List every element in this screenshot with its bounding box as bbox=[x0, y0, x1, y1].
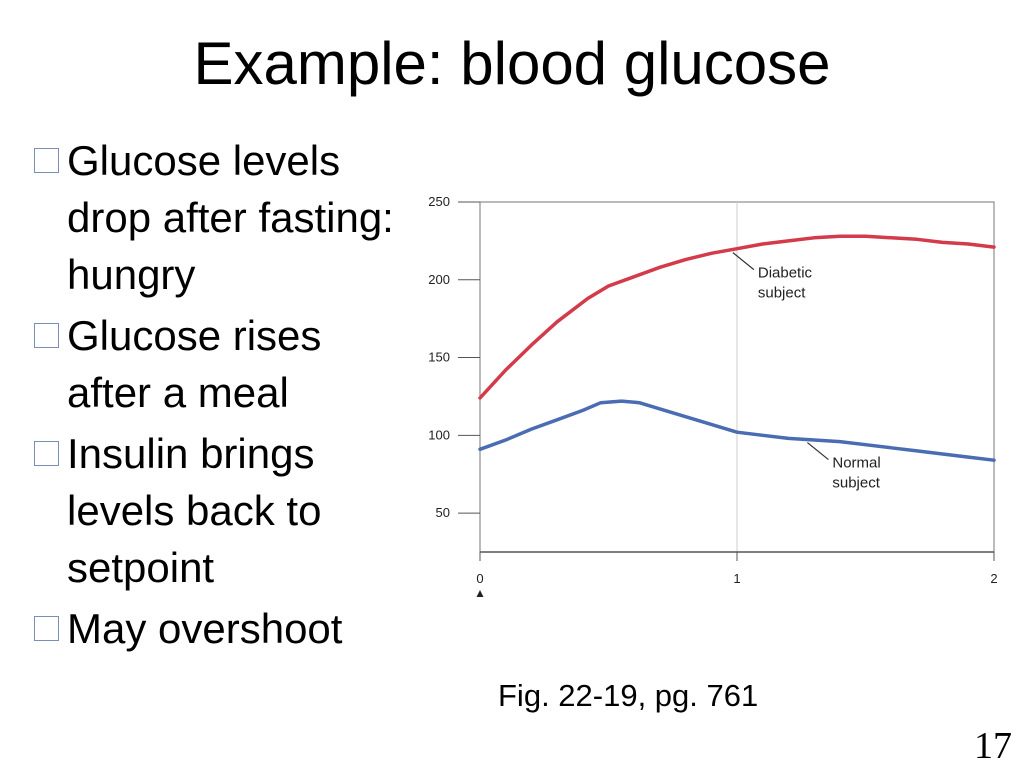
x-tick-label: 2 bbox=[990, 571, 997, 586]
square-bullet-icon bbox=[34, 616, 59, 641]
y-tick-label: 250 bbox=[428, 194, 450, 209]
y-tick-label: 150 bbox=[428, 350, 450, 365]
series-line bbox=[478, 234, 996, 400]
bullet-item: Insulin brings levels back to setpoint bbox=[30, 425, 410, 596]
bullet-item: Glucose levels drop after fasting: hungr… bbox=[30, 132, 410, 303]
figure-caption: Fig. 22-19, pg. 761 bbox=[498, 678, 759, 713]
series-annotation: Normal bbox=[832, 455, 880, 472]
bullet-text: May overshoot bbox=[67, 605, 343, 652]
series-annotation: subject bbox=[832, 475, 880, 492]
bullet-item: May overshoot bbox=[30, 600, 410, 657]
y-tick-label: 200 bbox=[428, 272, 450, 287]
bullet-list: Glucose levels drop after fasting: hungr… bbox=[30, 132, 410, 661]
leader-line bbox=[732, 252, 755, 271]
glucose-chart: 50 100 150 200 250 0 1 2 Diabetic subject Normal su… bbox=[398, 182, 1014, 602]
chart-svg: 50 100 150 200 250 0 1 2 Diabetic subject Normal su… bbox=[428, 194, 998, 597]
bullet-text: Glucose levels drop after fasting: hungr… bbox=[67, 137, 394, 298]
square-bullet-icon bbox=[34, 323, 59, 348]
bullet-item: Glucose rises after a meal bbox=[30, 307, 410, 421]
y-tick-label: 50 bbox=[436, 505, 450, 520]
series-annotation: subject bbox=[758, 285, 806, 302]
square-bullet-icon bbox=[34, 148, 59, 173]
series-annotation: Diabetic bbox=[758, 265, 813, 282]
leader-line bbox=[807, 442, 829, 460]
bullet-text: Insulin brings levels back to setpoint bbox=[67, 430, 322, 591]
slide-title: Example: blood glucose bbox=[193, 30, 831, 97]
bullet-text: Glucose rises after a meal bbox=[67, 312, 322, 416]
square-bullet-icon bbox=[34, 441, 59, 466]
x-tick-label: 1 bbox=[733, 571, 740, 586]
page-number: 17 bbox=[974, 725, 1012, 767]
x-tick-label: 0 bbox=[476, 571, 483, 586]
y-tick-label: 100 bbox=[428, 427, 450, 442]
series-line bbox=[478, 399, 996, 462]
meal-arrow-icon bbox=[476, 590, 484, 597]
